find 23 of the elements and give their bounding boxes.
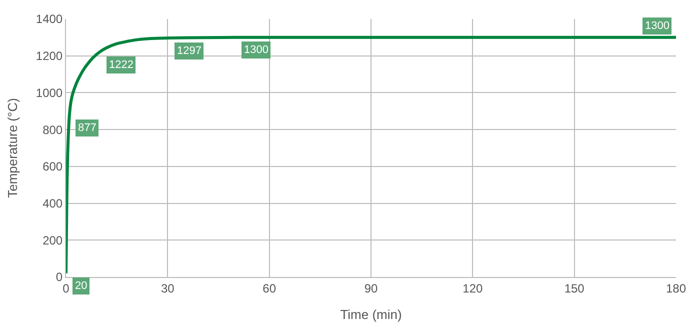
data-label: 1297 [177, 45, 202, 57]
y-tick-label: 1000 [36, 86, 63, 100]
y-tick-label: 0 [56, 270, 63, 284]
y-axis-title: Temperature (°C) [4, 98, 20, 198]
x-tick-label: 180 [666, 281, 686, 296]
line-series [66, 36, 676, 275]
x-tick-label: 150 [564, 281, 585, 296]
data-label: 1300 [244, 44, 268, 56]
y-tick-label: 400 [42, 196, 63, 210]
y-tick-label: 600 [42, 160, 63, 174]
x-tick-label: 30 [160, 281, 175, 296]
y-tick-label: 800 [42, 122, 63, 137]
y-tick-label: 1400 [36, 12, 63, 26]
y-tick-label: 200 [42, 233, 63, 248]
data-label: 1300 [645, 20, 670, 32]
x-tick-label: 90 [364, 281, 378, 296]
data-label: 20 [75, 280, 88, 292]
x-tick-label: 60 [262, 281, 276, 296]
data-label: 877 [78, 122, 96, 134]
y-tick-label: 1200 [36, 49, 63, 64]
data-label: 1222 [109, 59, 134, 71]
x-tick-label: 120 [462, 281, 483, 296]
x-axis-title: Time (min) [340, 307, 402, 322]
